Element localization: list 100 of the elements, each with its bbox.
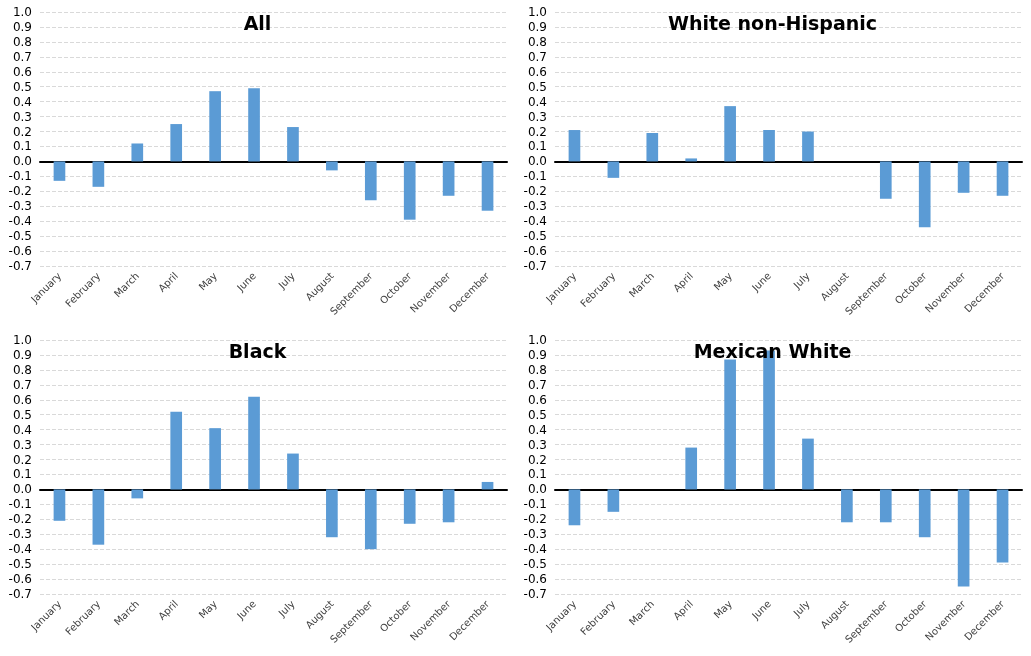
bar (403, 161, 416, 220)
bar (957, 161, 970, 193)
y-tick-label: 0.7 (12, 49, 32, 64)
y-tick-label: 0.1 (12, 467, 32, 482)
bar (918, 489, 931, 538)
bar (248, 88, 260, 162)
y-tick-label: 0.6 (527, 392, 547, 407)
bar (879, 489, 892, 523)
y-tick-label: 0.4 (527, 94, 547, 109)
y-tick-label: -0.4 (8, 214, 32, 229)
bar (724, 106, 736, 162)
bar (879, 161, 892, 199)
y-tick-label: -0.7 (8, 259, 32, 273)
y-tick-label: 0.8 (12, 34, 32, 49)
y-tick-label: 0.0 (527, 482, 547, 497)
bar (724, 359, 736, 490)
y-tick-label: -0.6 (8, 572, 32, 587)
bar (607, 161, 620, 178)
y-tick-label: 1.0 (527, 5, 547, 19)
y-tick-label: 0.1 (527, 467, 547, 482)
bar (53, 489, 66, 521)
y-tick-label: 0.5 (12, 407, 32, 422)
y-tick-label: -0.6 (523, 244, 547, 259)
y-tick-label: 0.7 (12, 377, 32, 392)
bar (996, 161, 1009, 196)
bar (996, 489, 1009, 563)
y-tick-label: 0.0 (12, 154, 32, 169)
y-tick-label: 0.4 (12, 94, 32, 109)
y-tick-label: -0.1 (523, 169, 547, 184)
y-tick-label: 0.2 (12, 124, 32, 139)
y-tick-label: -0.2 (523, 512, 547, 527)
y-tick-label: 0.9 (527, 347, 547, 362)
y-tick-label: 0.1 (12, 139, 32, 154)
bar (685, 447, 698, 490)
x-tick-label: May (711, 270, 735, 293)
y-tick-label: -0.6 (523, 572, 547, 587)
y-tick-label: -0.2 (8, 184, 32, 199)
y-tick-label: -0.5 (523, 229, 547, 244)
y-tick-label: -0.7 (523, 587, 547, 601)
chart-title: White non-Hispanic (667, 11, 878, 34)
bar (209, 428, 221, 490)
bar (92, 161, 105, 187)
bar (53, 161, 66, 181)
y-tick-label: -0.2 (523, 184, 547, 199)
chart-title: Black (228, 339, 287, 362)
y-tick-label: -0.5 (8, 229, 32, 244)
y-tick-label: 1.0 (527, 333, 547, 347)
y-tick-label: -0.4 (8, 542, 32, 557)
y-tick-label: -0.3 (523, 199, 547, 214)
bar (568, 130, 581, 162)
y-tick-label: 0.7 (527, 377, 547, 392)
bar (131, 489, 144, 499)
y-tick-label: -0.1 (8, 169, 32, 184)
bar (287, 453, 299, 490)
y-tick-label: -0.5 (8, 557, 32, 572)
y-tick-label: 0.1 (527, 139, 547, 154)
y-tick-label: -0.7 (8, 587, 32, 601)
bar (209, 91, 221, 162)
bar (364, 161, 377, 201)
y-tick-label: 0.8 (527, 362, 547, 377)
y-tick-label: -0.1 (8, 497, 32, 512)
y-tick-label: -0.3 (523, 527, 547, 542)
chart-title: Mexican White (693, 339, 852, 362)
bar (170, 411, 183, 490)
y-tick-label: 1.0 (12, 333, 32, 347)
y-tick-label: 0.0 (12, 482, 32, 497)
y-tick-label: 0.6 (12, 392, 32, 407)
bar (646, 133, 659, 162)
y-tick-label: -0.4 (523, 542, 547, 557)
chart-title: All (243, 11, 272, 34)
y-tick-label: -0.5 (523, 557, 547, 572)
y-tick-label: 0.5 (527, 79, 547, 94)
y-tick-label: -0.3 (8, 527, 32, 542)
bar (607, 489, 620, 512)
y-tick-label: -0.1 (523, 497, 547, 512)
bar (326, 489, 338, 538)
y-tick-label: 0.8 (12, 362, 32, 377)
y-tick-label: 0.3 (12, 109, 32, 124)
bar (92, 489, 105, 545)
bar (841, 489, 853, 523)
bar (802, 131, 814, 162)
bar (685, 158, 698, 162)
bar (442, 489, 455, 523)
y-tick-label: -0.7 (523, 259, 547, 273)
y-tick-label: 0.2 (527, 124, 547, 139)
x-tick-label: May (711, 598, 735, 621)
bar (287, 127, 299, 162)
bar (802, 438, 814, 490)
y-tick-label: 0.3 (12, 437, 32, 452)
y-tick-label: 0.8 (527, 34, 547, 49)
y-tick-label: -0.4 (523, 214, 547, 229)
bar (326, 161, 338, 171)
y-tick-label: 0.2 (527, 452, 547, 467)
y-tick-label: 1.0 (12, 5, 32, 19)
y-tick-label: 0.3 (527, 437, 547, 452)
y-tick-label: -0.6 (8, 244, 32, 259)
bar (481, 161, 494, 211)
y-tick-label: 0.5 (12, 79, 32, 94)
y-tick-label: 0.6 (527, 64, 547, 79)
x-tick-label: May (196, 270, 220, 293)
